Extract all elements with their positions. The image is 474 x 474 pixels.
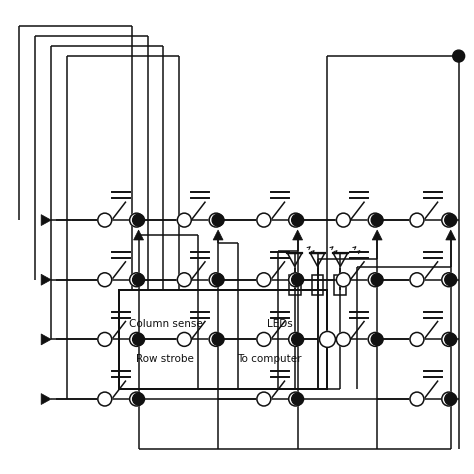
- Circle shape: [98, 332, 112, 346]
- Circle shape: [257, 392, 271, 406]
- Circle shape: [209, 332, 223, 346]
- Polygon shape: [134, 230, 144, 240]
- Circle shape: [410, 213, 424, 227]
- Circle shape: [129, 213, 144, 227]
- Circle shape: [98, 392, 112, 406]
- Polygon shape: [41, 393, 51, 404]
- Circle shape: [442, 213, 456, 227]
- Circle shape: [371, 333, 383, 346]
- Circle shape: [212, 274, 224, 286]
- Circle shape: [177, 273, 191, 287]
- Circle shape: [289, 273, 302, 287]
- Polygon shape: [41, 334, 51, 345]
- Text: To computer: To computer: [237, 354, 302, 365]
- Text: LEDs: LEDs: [267, 319, 292, 329]
- Circle shape: [289, 213, 302, 227]
- Polygon shape: [41, 274, 51, 285]
- Circle shape: [133, 214, 145, 226]
- Circle shape: [445, 274, 457, 286]
- Circle shape: [98, 213, 112, 227]
- Polygon shape: [446, 230, 456, 240]
- Circle shape: [257, 332, 271, 346]
- Circle shape: [445, 393, 457, 405]
- Circle shape: [289, 332, 302, 346]
- Circle shape: [337, 332, 350, 346]
- Circle shape: [445, 333, 457, 346]
- Circle shape: [129, 392, 144, 406]
- Circle shape: [453, 50, 465, 62]
- Circle shape: [133, 393, 145, 405]
- Circle shape: [410, 273, 424, 287]
- Circle shape: [177, 213, 191, 227]
- Bar: [289, 275, 301, 295]
- Circle shape: [368, 332, 382, 346]
- Circle shape: [257, 213, 271, 227]
- Circle shape: [292, 214, 304, 226]
- Bar: [335, 275, 346, 295]
- Circle shape: [133, 274, 145, 286]
- Polygon shape: [213, 230, 223, 240]
- Circle shape: [371, 214, 383, 226]
- Circle shape: [368, 213, 382, 227]
- Circle shape: [442, 392, 456, 406]
- Circle shape: [209, 213, 223, 227]
- Circle shape: [289, 392, 302, 406]
- Circle shape: [212, 333, 224, 346]
- Circle shape: [337, 273, 350, 287]
- Circle shape: [292, 393, 304, 405]
- Circle shape: [257, 273, 271, 287]
- Circle shape: [177, 332, 191, 346]
- Circle shape: [212, 214, 224, 226]
- Circle shape: [292, 274, 304, 286]
- Circle shape: [129, 273, 144, 287]
- Circle shape: [129, 332, 144, 346]
- Text: Row strobe: Row strobe: [137, 354, 194, 365]
- Circle shape: [445, 214, 457, 226]
- Circle shape: [133, 333, 145, 346]
- Circle shape: [442, 273, 456, 287]
- Circle shape: [368, 273, 382, 287]
- Polygon shape: [41, 215, 51, 226]
- Circle shape: [410, 332, 424, 346]
- Bar: [118, 290, 328, 389]
- Polygon shape: [372, 230, 382, 240]
- Polygon shape: [292, 230, 302, 240]
- Circle shape: [98, 273, 112, 287]
- Bar: [311, 275, 323, 295]
- Circle shape: [319, 331, 336, 347]
- Circle shape: [292, 333, 304, 346]
- Circle shape: [337, 213, 350, 227]
- Circle shape: [209, 273, 223, 287]
- Circle shape: [442, 332, 456, 346]
- Circle shape: [410, 392, 424, 406]
- Circle shape: [371, 274, 383, 286]
- Text: Column sense: Column sense: [128, 319, 202, 329]
